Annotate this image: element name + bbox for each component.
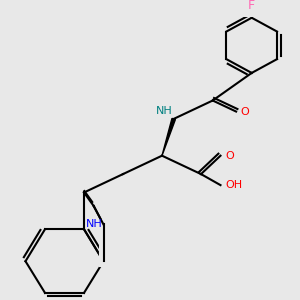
Text: F: F xyxy=(248,0,255,12)
Text: NH: NH xyxy=(156,106,173,116)
Text: O: O xyxy=(241,106,249,117)
Text: O: O xyxy=(225,151,234,161)
Text: NH: NH xyxy=(86,220,103,230)
Polygon shape xyxy=(162,118,175,156)
Text: OH: OH xyxy=(225,180,242,190)
